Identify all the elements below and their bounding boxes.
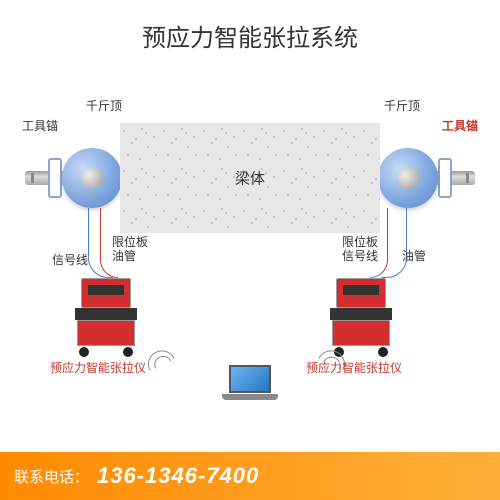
- wheel-icon: [378, 347, 388, 357]
- tension-machine-right: [330, 278, 392, 353]
- machine-mid: [330, 308, 392, 320]
- contact-phone: 136-1346-7400: [97, 463, 259, 489]
- laptop-screen: [229, 365, 271, 393]
- machine-top: [336, 278, 386, 308]
- label-anchor-left: 工具锚: [22, 117, 58, 134]
- beam-label: 梁体: [235, 168, 265, 189]
- control-laptop: [222, 365, 278, 407]
- label-machine-left: 预应力智能张拉仪: [50, 359, 146, 376]
- contact-label: 联系电话：: [14, 466, 89, 487]
- machine-top: [81, 278, 131, 308]
- machine-bottom: [332, 320, 390, 346]
- label-signal-left: 信号线: [52, 251, 88, 268]
- label-signal-right: 信号线: [342, 247, 378, 264]
- wheel-icon: [79, 347, 89, 357]
- jack-left: [62, 148, 122, 208]
- diagram-title: 预应力智能张拉系统: [0, 0, 500, 53]
- label-jack-left: 千斤顶: [86, 97, 122, 114]
- label-jack-right: 千斤顶: [384, 97, 420, 114]
- machine-bottom: [77, 320, 135, 346]
- wifi-signal-icon: [143, 346, 174, 371]
- jack-right: [378, 148, 438, 208]
- tension-machine-left: [75, 278, 137, 353]
- contact-footer: 联系电话： 136-1346-7400: [0, 452, 500, 500]
- laptop-base: [222, 394, 278, 400]
- wheel-icon: [123, 347, 133, 357]
- beam-body: 梁体: [120, 123, 380, 233]
- tool-anchor-right: [438, 158, 452, 198]
- tool-anchor-left: [48, 158, 62, 198]
- tension-system-diagram: 梁体 千斤顶 千斤顶 工具锚 工具锚 信号线 油管 限位板 限位板 信号线 油管…: [0, 53, 500, 433]
- label-tube-right: 油管: [402, 247, 426, 264]
- label-machine-right: 预应力智能张拉仪: [306, 359, 402, 376]
- label-anchor-right: 工具锚: [442, 117, 478, 134]
- label-limit-left: 限位板: [112, 233, 148, 250]
- machine-mid: [75, 308, 137, 320]
